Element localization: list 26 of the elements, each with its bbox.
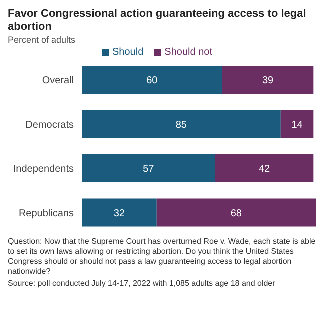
data-label: 39 bbox=[262, 76, 274, 87]
y-tick-label: Independents bbox=[13, 164, 74, 176]
data-label: 85 bbox=[176, 120, 188, 131]
chart-title: Favor Congressional action guaranteeing access to legal abortion bbox=[8, 8, 308, 34]
data-label: 14 bbox=[292, 120, 304, 131]
data-label: 32 bbox=[114, 208, 126, 220]
bar bbox=[82, 66, 222, 94]
data-label: 57 bbox=[143, 164, 155, 176]
legend-label: Should bbox=[112, 47, 144, 58]
bar bbox=[280, 110, 314, 138]
data-label: 68 bbox=[230, 208, 242, 220]
bar bbox=[156, 198, 316, 227]
chart-subtitle: Percent of adults bbox=[8, 35, 77, 45]
y-tick-label: Republicans bbox=[18, 208, 74, 220]
bar bbox=[82, 154, 216, 182]
bar bbox=[215, 154, 314, 182]
y-tick-label: Overall bbox=[42, 76, 74, 87]
data-label: 60 bbox=[146, 76, 158, 87]
bar bbox=[82, 110, 281, 138]
bar bbox=[82, 198, 157, 227]
y-tick-label: Democrats bbox=[26, 120, 74, 131]
legend-label: Should not bbox=[164, 47, 212, 58]
bar bbox=[222, 66, 314, 94]
data-label: 42 bbox=[258, 164, 271, 176]
source-note: Source: poll conducted July 14-17, 2022 with 1,085 adults age 18 and older bbox=[8, 279, 276, 289]
text: Question: Now that the Supreme Court has overturned Roe v. Wade, each state is able to set its own laws allowing or restricting abortion. Do you think the United States Congress should or should not pass a law guaranteeing access to legal abortion nationwide? bbox=[8, 237, 317, 277]
